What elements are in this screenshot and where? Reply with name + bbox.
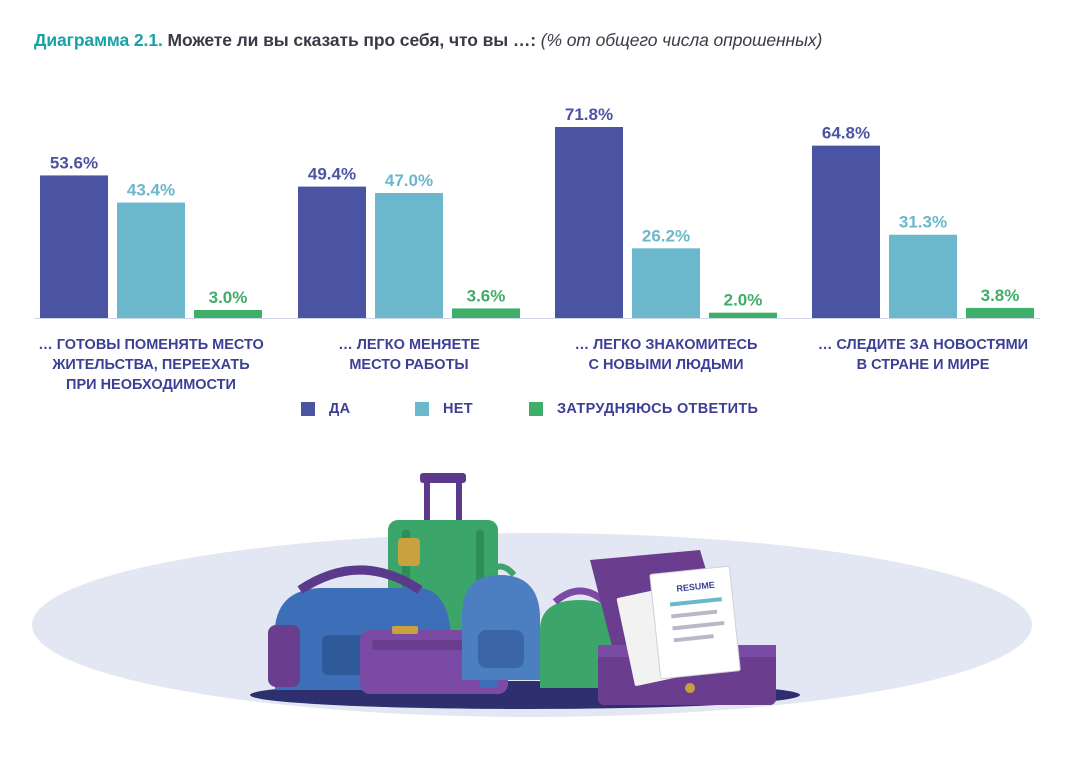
blue-backpack <box>462 563 540 680</box>
legend-item-no: НЕТ <box>415 401 473 417</box>
data-label-hard-3: 3.8% <box>981 286 1020 305</box>
category-label-2-line-0: … ЛЕГКО ЗНАКОМИТЕСЬ <box>575 337 758 353</box>
data-label-yes-0: 53.6% <box>50 153 98 172</box>
category-label-0-line-2: ПРИ НЕОБХОДИМОСТИ <box>66 377 236 393</box>
data-label-hard-2: 2.0% <box>724 291 763 310</box>
category-label-2-line-1: С НОВЫМИ ЛЮДЬМИ <box>588 357 743 373</box>
legend-swatch-yes <box>301 402 315 416</box>
data-label-yes-3: 64.8% <box>822 124 870 143</box>
chart-question: Можете ли вы сказать про себя, что вы …: <box>167 30 537 50</box>
data-label-no-0: 43.4% <box>127 181 175 200</box>
category-label-1-line-1: МЕСТО РАБОТЫ <box>349 357 468 373</box>
data-label-no-1: 47.0% <box>385 171 433 190</box>
bar-chart: 53.6% 43.4% 3.0% … ГОТОВЫ ПОМЕНЯТЬ МЕСТО ЖИТ… <box>34 105 1040 393</box>
legend-label-no: НЕТ <box>443 401 473 417</box>
bar-no-0 <box>117 202 185 318</box>
resume-label: RESUME <box>676 580 715 594</box>
bar-hard-0 <box>194 310 262 318</box>
bar-yes-2 <box>555 127 623 319</box>
open-trunk: RESUME <box>590 550 776 705</box>
chart-title: Диаграмма 2.1. Можете ли вы сказать про … <box>34 30 822 51</box>
legend-swatch-hard <box>529 402 543 416</box>
category-label-1-line-0: … ЛЕГКО МЕНЯЕТЕ <box>338 337 480 353</box>
data-label-no-3: 31.3% <box>899 213 947 232</box>
data-label-hard-1: 3.6% <box>467 286 506 305</box>
chart-note: (% от общего числа опрошенных) <box>540 30 823 50</box>
legend: ДА НЕТ ЗАТРУДНЯЮСЬ ОТВЕТИТЬ <box>0 401 1078 423</box>
legend-label-yes: ДА <box>329 401 351 417</box>
category-label-0-line-1: ЖИТЕЛЬСТВА, ПЕРЕЕХАТЬ <box>51 357 249 373</box>
luggage-illustration: RESUME <box>32 473 1032 717</box>
bar-no-3 <box>889 234 957 318</box>
data-label-hard-0: 3.0% <box>209 288 248 307</box>
data-label-yes-1: 49.4% <box>308 165 356 184</box>
bar-yes-1 <box>298 186 366 318</box>
data-label-no-2: 26.2% <box>642 226 690 245</box>
bar-yes-0 <box>40 175 108 318</box>
legend-swatch-no <box>415 402 429 416</box>
category-label-0-line-0: … ГОТОВЫ ПОМЕНЯТЬ МЕСТО <box>38 337 264 353</box>
bar-no-2 <box>632 248 700 318</box>
bar-no-1 <box>375 192 443 318</box>
legend-item-yes: ДА <box>301 401 350 417</box>
category-label-3-line-1: В СТРАНЕ И МИРЕ <box>857 357 990 373</box>
bar-hard-1 <box>452 308 520 318</box>
data-label-yes-2: 71.8% <box>565 105 613 124</box>
bar-hard-3 <box>966 307 1034 318</box>
bar-yes-3 <box>812 145 880 318</box>
bar-hard-2 <box>709 312 777 318</box>
legend-label-hard: ЗАТРУДНЯЮСЬ ОТВЕТИТЬ <box>557 401 759 417</box>
category-label-3-line-0: … СЛЕДИТЕ ЗА НОВОСТЯМИ <box>818 337 1028 353</box>
legend-item-hard: ЗАТРУДНЯЮСЬ ОТВЕТИТЬ <box>529 401 758 417</box>
chart-number: Диаграмма 2.1. <box>34 30 163 50</box>
